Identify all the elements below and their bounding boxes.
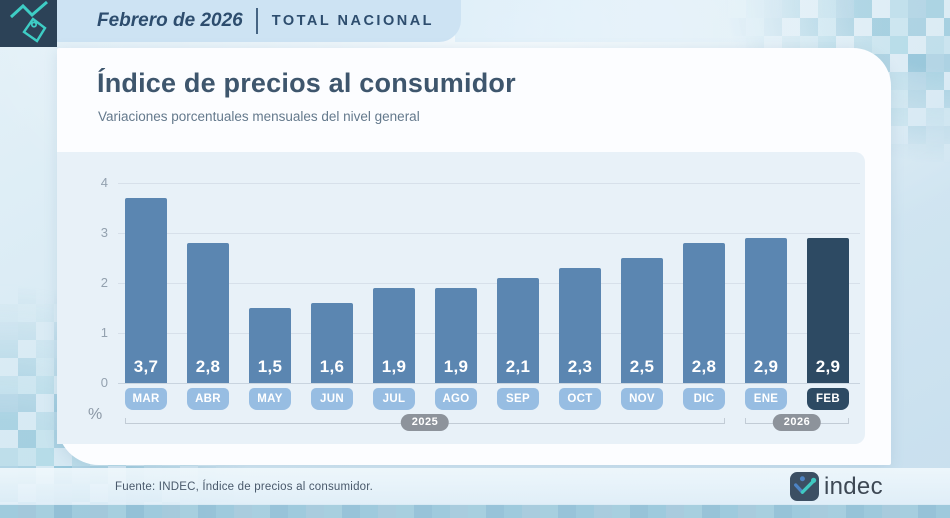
bar-value-label: 2,8: [691, 357, 717, 376]
price-tag-icon: [22, 17, 47, 43]
percent-axis-label: %: [88, 406, 103, 423]
indec-logo-mark: [790, 472, 819, 501]
indec-logo: indec: [790, 472, 883, 501]
month-chip: OCT: [559, 388, 601, 410]
month-chip: DIC: [683, 388, 725, 410]
gridline: [118, 333, 860, 334]
year-pill: 2025: [400, 414, 450, 431]
bar-value-label: 2,9: [815, 357, 841, 376]
y-tick-label: 3: [100, 225, 108, 240]
gridline: [118, 183, 860, 184]
pulse-line-icon: [9, 0, 48, 19]
month-chip: NOV: [621, 388, 663, 410]
month-chip: SEP: [497, 388, 539, 410]
mosaic-decoration-bottom-strip: [0, 504, 950, 518]
month-chip: JUN: [311, 388, 353, 410]
source-note: Fuente: INDEC, Índice de precios al cons…: [115, 481, 374, 493]
bar: 3,7: [125, 198, 167, 383]
scope-label: TOTAL NACIONAL: [271, 13, 435, 29]
bar: 2,1: [497, 278, 539, 383]
page-title: Índice de precios al consumidor: [97, 68, 516, 98]
chart-line-icon: [794, 476, 817, 494]
month-chip: JUL: [373, 388, 415, 410]
header-glow: [455, 0, 885, 42]
bar-value-label: 1,5: [257, 357, 283, 376]
y-tick-label: 4: [100, 175, 108, 190]
bar-value-label: 2,8: [195, 357, 221, 376]
bar-value-label: 2,3: [567, 357, 593, 376]
gridline: [118, 283, 860, 284]
chart-panel: % 0 1 2 3 4 3,7 MAR 2,8 ABR 1,5 MAY 1,6 JUN 1,9 JUL 1,9…: [57, 152, 865, 444]
month-chip: AGO: [435, 388, 477, 410]
month-chip: MAR: [125, 388, 167, 410]
bar: 1,9: [373, 288, 415, 383]
header-divider: [255, 8, 258, 34]
year-pill: 2026: [772, 414, 822, 431]
report-card: Índice de precios al consumidor Variacio…: [57, 48, 891, 465]
bar-value-label: 2,5: [629, 357, 655, 376]
y-tick-label: 2: [100, 275, 108, 290]
bar-value-label: 3,7: [133, 357, 159, 376]
bar: 2,9: [807, 238, 849, 383]
bar: 1,9: [435, 288, 477, 383]
bar: 2,5: [621, 258, 663, 383]
bar-value-label: 2,9: [753, 357, 779, 376]
indec-logo-text: indec: [824, 472, 883, 500]
page-subtitle: Variaciones porcentuales mensuales del n…: [98, 109, 420, 124]
month-chip: ABR: [187, 388, 229, 410]
y-tick-label: 1: [100, 325, 108, 340]
bar: 1,5: [249, 308, 291, 383]
month-chip: MAY: [249, 388, 291, 410]
month-chip: FEB: [807, 388, 849, 410]
bar: 2,3: [559, 268, 601, 383]
bar-value-label: 1,6: [319, 357, 345, 376]
plot-area: % 0 1 2 3 4 3,7 MAR 2,8 ABR 1,5 MAY 1,6 JUN 1,9 JUL 1,9…: [57, 152, 865, 444]
bar: 2,8: [187, 243, 229, 383]
header-band: Febrero de 2026 TOTAL NACIONAL: [57, 0, 461, 42]
bar: 2,9: [745, 238, 787, 383]
bar-value-label: 1,9: [381, 357, 407, 376]
gridline: [118, 383, 860, 384]
bar: 1,6: [311, 303, 353, 383]
period-label: Febrero de 2026: [97, 10, 243, 31]
y-tick-label: 0: [100, 375, 108, 390]
bar-value-label: 2,1: [505, 357, 531, 376]
bar-value-label: 1,9: [443, 357, 469, 376]
bar: 2,8: [683, 243, 725, 383]
indec-brand-tile: [0, 0, 57, 47]
gridline: [118, 233, 860, 234]
month-chip: ENE: [745, 388, 787, 410]
brand-tile-art: [9, 0, 48, 43]
